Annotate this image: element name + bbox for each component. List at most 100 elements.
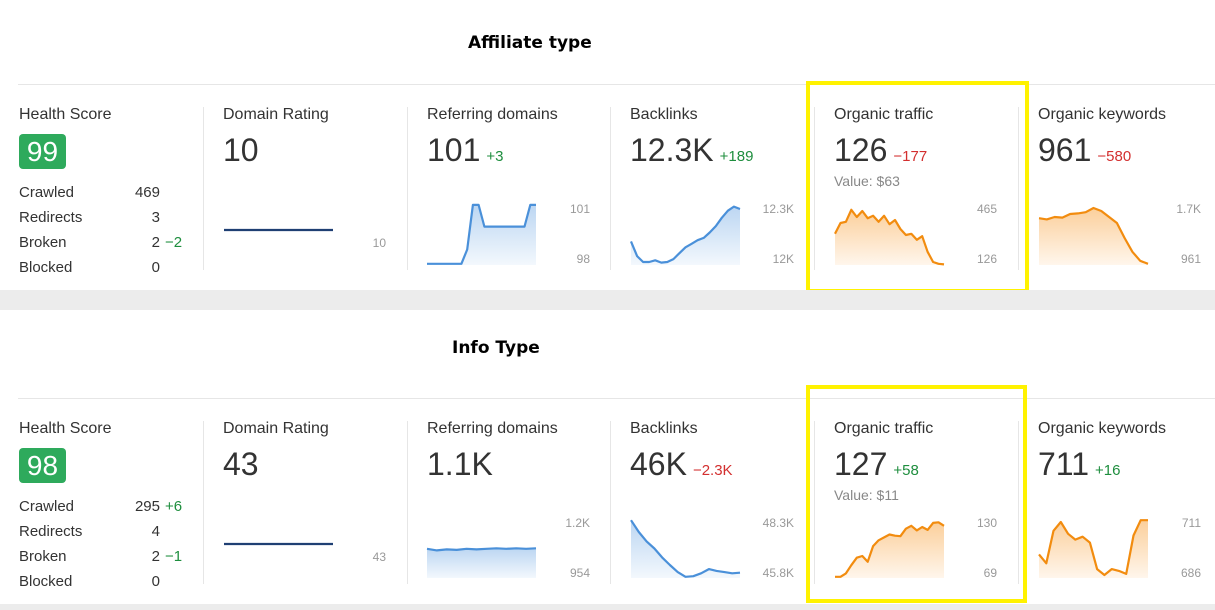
organic-keywords-value: 711 — [1038, 446, 1090, 482]
card-divider — [407, 421, 408, 584]
sparkline-area — [631, 520, 740, 578]
referring-domains-value: 1.1K — [427, 446, 493, 482]
sparkline-area — [835, 522, 944, 578]
organic-traffic-axis-low: 126 — [976, 252, 997, 266]
organic-traffic-value: 127 — [834, 446, 888, 482]
backlinks-axis-high: 12.3K — [762, 202, 794, 216]
health-score-label: Health Score — [19, 106, 112, 123]
referring-domains-sparkline — [426, 547, 537, 578]
crawled-label: Crawled — [19, 184, 75, 201]
redirects-value[interactable]: 3 — [151, 209, 160, 226]
blocked-value[interactable]: 0 — [151, 259, 160, 276]
card-divider — [610, 107, 611, 270]
section-title: Info Type — [452, 338, 540, 358]
organic-keywords-delta: +16 — [1095, 462, 1121, 479]
crawled-value[interactable]: 469 — [134, 184, 160, 201]
organic-keywords-axis-low: 961 — [1180, 252, 1201, 266]
organic-keywords-axis-high: 1.7K — [1176, 202, 1201, 216]
backlinks-label: Backlinks — [630, 420, 698, 437]
broken-delta: −1 — [165, 548, 183, 565]
sparkline-line — [630, 519, 741, 578]
sparkline-area — [427, 204, 536, 265]
broken-label: Broken — [19, 548, 67, 565]
organic-keywords-delta: −580 — [1097, 148, 1132, 165]
crawled-delta: +6 — [165, 498, 183, 515]
organic-traffic-axis-high: 130 — [976, 516, 997, 530]
referring-domains-label: Referring domains — [427, 106, 558, 123]
domain-rating-label: Domain Rating — [223, 106, 329, 123]
section-title: Affiliate type — [468, 33, 592, 53]
sparkline-line — [834, 208, 945, 266]
organic-traffic-delta: −177 — [893, 148, 928, 165]
backlinks-label: Backlinks — [630, 106, 698, 123]
health-score-badge: 98 — [19, 448, 66, 483]
domain-rating-sparkline — [224, 228, 333, 232]
redirects-label: Redirects — [19, 523, 83, 540]
backlinks-axis-high: 48.3K — [762, 516, 794, 530]
organic-keywords-value: 961 — [1038, 132, 1092, 168]
organic-keywords-label: Organic keywords — [1038, 420, 1167, 437]
domain-rating-value: 43 — [223, 446, 259, 482]
broken-value[interactable]: 2 — [151, 548, 160, 565]
referring-domains-axis-high: 1.2K — [565, 516, 590, 530]
sparkline-area — [631, 206, 740, 265]
referring-domains-sparkline — [427, 203, 536, 265]
backlinks-delta: −2.3K — [692, 462, 733, 479]
sparkline-line — [427, 203, 536, 265]
redirects-label: Redirects — [19, 209, 83, 226]
organic-traffic-sparkline — [834, 208, 945, 266]
backlinks-axis-low: 45.8K — [762, 566, 794, 580]
organic-keywords-sparkline — [1038, 519, 1148, 578]
sparkline-area — [1039, 208, 1148, 265]
domain-rating-sparkline — [224, 542, 333, 546]
organic-traffic-value-note: Value: $63 — [834, 173, 900, 189]
backlinks-value: 12.3K — [630, 132, 714, 168]
highlight-box — [806, 81, 1029, 293]
card-divider — [203, 107, 204, 270]
section-separator — [0, 604, 1215, 610]
broken-value[interactable]: 2 — [151, 234, 160, 251]
broken-delta: −2 — [165, 234, 183, 251]
referring-domains-value: 101 — [427, 132, 481, 168]
health-score-label: Health Score — [19, 420, 112, 437]
referring-domains-axis-low: 954 — [569, 566, 590, 580]
broken-label: Broken — [19, 234, 67, 251]
health-score-badge: 99 — [19, 134, 66, 169]
sparkline-line — [629, 205, 741, 264]
organic-traffic-delta: +58 — [893, 462, 919, 479]
domain-rating-axis-low: 10 — [372, 236, 386, 250]
backlinks-axis-low: 12K — [772, 252, 794, 266]
divider — [18, 398, 1215, 399]
highlight-box — [806, 385, 1027, 603]
referring-domains-delta: +3 — [486, 148, 504, 165]
card-divider — [814, 421, 815, 584]
crawled-value[interactable]: 295 — [134, 498, 160, 515]
organic-traffic-label: Organic traffic — [834, 106, 934, 123]
card-divider — [407, 107, 408, 270]
backlinks-delta: +189 — [719, 148, 754, 165]
sparkline-line — [835, 521, 945, 578]
sparkline-area — [427, 548, 536, 578]
redirects-value[interactable]: 4 — [151, 523, 160, 540]
card-divider — [610, 421, 611, 584]
referring-domains-axis-low: 98 — [576, 252, 590, 266]
backlinks-value: 46K — [630, 446, 687, 482]
sparkline-line — [426, 547, 537, 552]
card-divider — [1018, 421, 1019, 584]
sparkline-area — [835, 209, 944, 265]
crawled-label: Crawled — [19, 498, 75, 515]
domain-rating-value: 10 — [223, 132, 259, 168]
sparkline-line — [1038, 519, 1148, 577]
blocked-value[interactable]: 0 — [151, 573, 160, 590]
divider — [18, 84, 1215, 85]
sparkline-area — [1039, 520, 1148, 578]
organic-keywords-sparkline — [1038, 206, 1149, 265]
domain-rating-axis-low: 43 — [372, 550, 386, 564]
backlinks-sparkline — [629, 205, 741, 265]
organic-keywords-label: Organic keywords — [1038, 106, 1167, 123]
organic-traffic-sparkline — [835, 521, 945, 578]
organic-keywords-axis-high: 711 — [1181, 516, 1201, 530]
organic-traffic-axis-high: 465 — [976, 202, 997, 216]
blocked-label: Blocked — [19, 259, 73, 276]
sparkline-line — [1038, 206, 1149, 265]
